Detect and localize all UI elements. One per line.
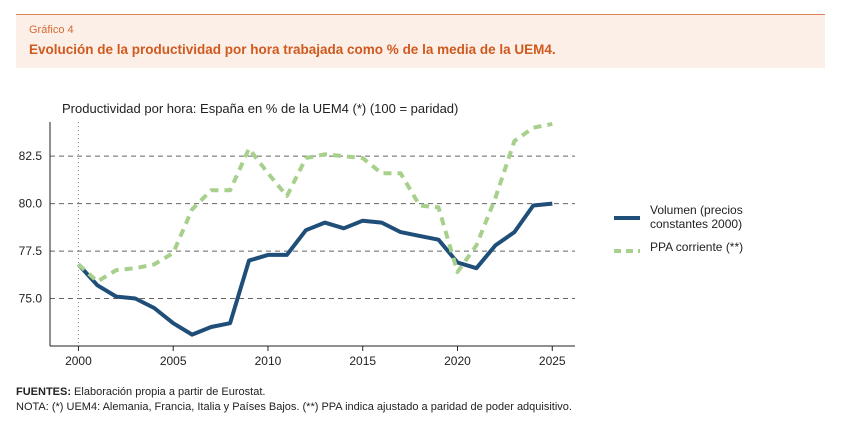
chart-header: Gráfico 4 Evolución de la productividad … [16, 14, 825, 68]
figure-title: Evolución de la productividad por hora t… [29, 42, 556, 57]
x-tick-label: 2005 [160, 354, 187, 368]
legend-label-0: constantes 2000) [650, 217, 742, 231]
series-line-0 [76, 201, 553, 337]
sources-text: Elaboración propia a partir de Eurostat. [71, 386, 266, 398]
y-tick-label: 82.5 [19, 149, 43, 163]
chart-footer: FUENTES: Elaboración propia a partir de … [16, 385, 572, 415]
x-tick-label: 2025 [539, 354, 566, 368]
x-tick-label: 2010 [255, 354, 282, 368]
note-line: NOTA: (*) UEM4: Alemania, Francia, Itali… [16, 401, 572, 413]
y-tick-label: 75.0 [19, 292, 43, 306]
x-tick-label: 2000 [65, 354, 92, 368]
y-tick-label: 80.0 [19, 197, 43, 211]
figure-number: Gráfico 4 [29, 24, 74, 36]
legend-label-0: Volumen (precios [650, 203, 743, 217]
x-tick-label: 2015 [349, 354, 376, 368]
plot-title: Productividad por hora: España en % de l… [62, 101, 458, 116]
series-layer [76, 121, 553, 337]
legend-label-1: PPA corriente (**) [650, 240, 743, 254]
chart: Productividad por hora: España en % de l… [19, 101, 744, 368]
sources-label: FUENTES: [16, 386, 71, 398]
series-line-1 [77, 121, 553, 284]
sources-line: FUENTES: Elaboración propia a partir de … [16, 385, 572, 400]
y-tick-label: 77.5 [19, 244, 43, 258]
axes-layer: 75.0 77.5 80.0 82.5 2000 2005 2010 2015 2020 2025 [19, 122, 575, 368]
x-tick-label: 2020 [444, 354, 471, 368]
